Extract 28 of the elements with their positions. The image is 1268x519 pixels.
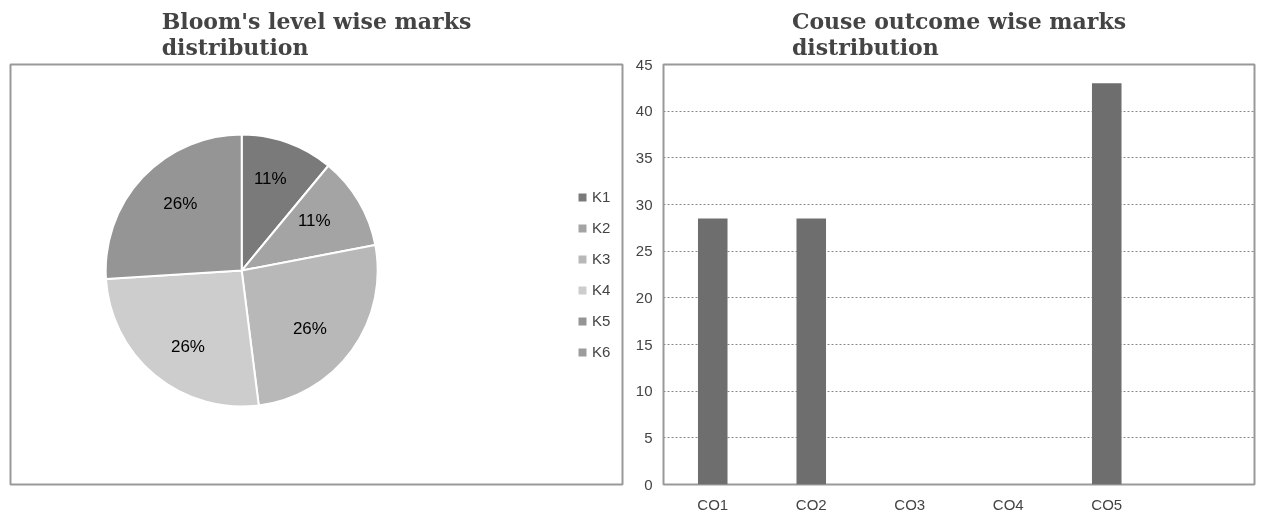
y-tick-label: 30 <box>635 195 653 213</box>
data-label: 26% <box>170 336 205 356</box>
y-tick-label: 20 <box>635 288 653 306</box>
data-label: 26% <box>163 193 198 213</box>
y-tick-label: 40 <box>635 102 653 120</box>
data-label: 11% <box>253 168 287 188</box>
legend-label: K6 <box>592 343 612 360</box>
chart-title: Couse outcome wise marks distribution <box>791 7 1127 60</box>
legend-label: K1 <box>592 188 612 205</box>
legend-label: K2 <box>592 219 612 236</box>
y-tick-label: 25 <box>635 242 653 260</box>
data-label: 11% <box>297 211 331 231</box>
y-tick-label: 10 <box>635 382 653 400</box>
chart-title: Bloom's level wise marks distribution <box>161 7 472 60</box>
x-tick-label: CO2 <box>795 495 827 513</box>
legend-label: K5 <box>592 312 612 329</box>
x-tick-label: CO3 <box>894 495 926 513</box>
y-tick-label: 35 <box>635 148 653 166</box>
y-tick-label: 45 <box>635 55 653 73</box>
data-label: 26% <box>292 318 327 338</box>
y-tick-label: 5 <box>644 428 653 446</box>
legend-label: K4 <box>592 281 612 298</box>
y-tick-label: 0 <box>644 475 653 493</box>
legend-label: K3 <box>592 250 612 267</box>
x-tick-label: CO4 <box>992 495 1024 513</box>
y-tick-label: 15 <box>635 335 653 353</box>
x-tick-label: CO5 <box>1091 495 1123 513</box>
x-tick-label: CO1 <box>697 495 729 513</box>
